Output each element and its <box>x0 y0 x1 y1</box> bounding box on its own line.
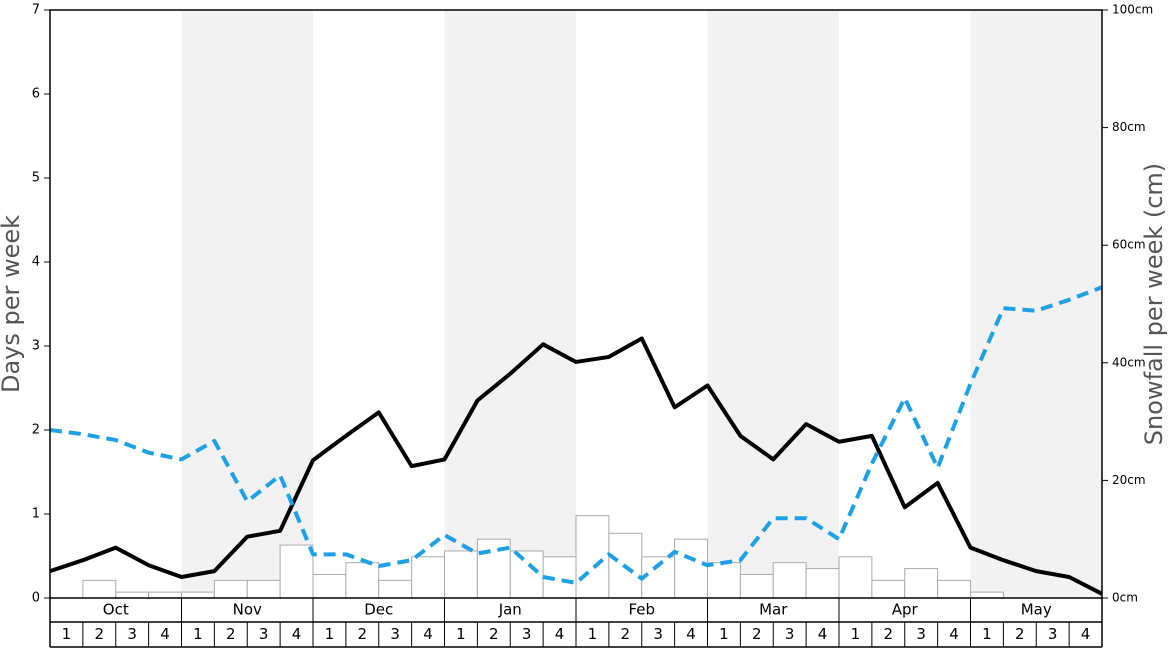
month-shade <box>444 10 576 598</box>
y-tick-label: 1 <box>32 507 40 522</box>
week-label: 1 <box>193 625 203 643</box>
week-label: 4 <box>160 625 170 643</box>
bar <box>115 591 150 599</box>
bar <box>444 550 478 599</box>
week-label: 2 <box>489 625 499 643</box>
y-tick-label: 6 <box>32 87 40 102</box>
bar <box>213 579 248 599</box>
bar <box>871 579 906 599</box>
bar <box>246 579 281 599</box>
bar <box>575 515 610 599</box>
week-label: 1 <box>851 625 861 643</box>
y2-tick-label: 0cm <box>1112 591 1138 605</box>
bar <box>312 573 347 599</box>
bar <box>82 579 117 599</box>
week-label: 3 <box>522 625 532 643</box>
bar <box>904 568 939 599</box>
line <box>49 285 1103 585</box>
week-label: 4 <box>423 625 433 643</box>
week-label: 2 <box>752 625 762 643</box>
week-label: 3 <box>916 625 926 643</box>
week-label: 2 <box>621 625 631 643</box>
month-label: Jan <box>498 601 522 619</box>
bar <box>378 579 413 599</box>
week-label: 2 <box>95 625 105 643</box>
month-label: Dec <box>364 601 393 619</box>
y2-tick-label: 20cm <box>1112 473 1146 487</box>
y-axis-label: Days per week <box>0 215 25 393</box>
bar <box>345 562 380 599</box>
bar <box>739 573 774 599</box>
month-label: May <box>1021 601 1052 619</box>
bar <box>772 562 807 599</box>
week-label: 3 <box>1048 625 1058 643</box>
y2-tick-label: 60cm <box>1112 238 1146 252</box>
y2-axis-label: Snowfall per week (cm) <box>1140 163 1168 445</box>
y-tick-label: 0 <box>32 591 40 606</box>
month-shade <box>181 10 313 598</box>
bar <box>148 591 182 599</box>
week-label: 3 <box>653 625 663 643</box>
line <box>49 336 1103 596</box>
bar <box>970 591 1004 599</box>
week-label: 3 <box>785 625 795 643</box>
week-label: 2 <box>884 625 894 643</box>
week-label: 3 <box>259 625 269 643</box>
week-label: 4 <box>818 625 828 643</box>
week-label: 1 <box>456 625 466 643</box>
week-label: 1 <box>62 625 72 643</box>
week-label: 4 <box>686 625 696 643</box>
month-label: Oct <box>103 601 129 619</box>
y-tick-label: 7 <box>32 3 40 18</box>
month-shade <box>970 10 1102 598</box>
month-label: Nov <box>233 601 262 619</box>
month-label: Mar <box>759 601 788 619</box>
y-tick-label: 2 <box>32 423 40 438</box>
y2-tick-label: 100cm <box>1112 3 1153 17</box>
bar <box>805 568 840 599</box>
week-label: 2 <box>1015 625 1025 643</box>
week-label: 1 <box>325 625 335 643</box>
bar <box>937 579 971 599</box>
week-label: 3 <box>390 625 400 643</box>
bar <box>181 591 215 599</box>
bar <box>279 544 314 599</box>
week-label: 4 <box>1081 625 1091 643</box>
week-label: 4 <box>292 625 302 643</box>
bar <box>838 556 873 599</box>
bar <box>411 556 445 599</box>
week-label: 4 <box>949 625 959 643</box>
y2-tick-label: 80cm <box>1112 120 1146 134</box>
y2-tick-label: 40cm <box>1112 355 1146 369</box>
month-label: Feb <box>628 601 655 619</box>
y-tick-label: 5 <box>32 171 40 186</box>
week-label: 3 <box>127 625 137 643</box>
week-label: 1 <box>982 625 992 643</box>
y-tick-label: 4 <box>32 255 40 270</box>
week-label: 1 <box>719 625 729 643</box>
bar <box>674 538 708 599</box>
week-label: 4 <box>555 625 565 643</box>
month-label: Apr <box>892 601 919 619</box>
y-tick-label: 3 <box>32 339 40 354</box>
month-shade <box>707 10 839 598</box>
bar <box>707 562 741 599</box>
bar <box>509 550 544 599</box>
week-label: 2 <box>226 625 236 643</box>
week-label: 2 <box>358 625 368 643</box>
week-label: 1 <box>588 625 598 643</box>
